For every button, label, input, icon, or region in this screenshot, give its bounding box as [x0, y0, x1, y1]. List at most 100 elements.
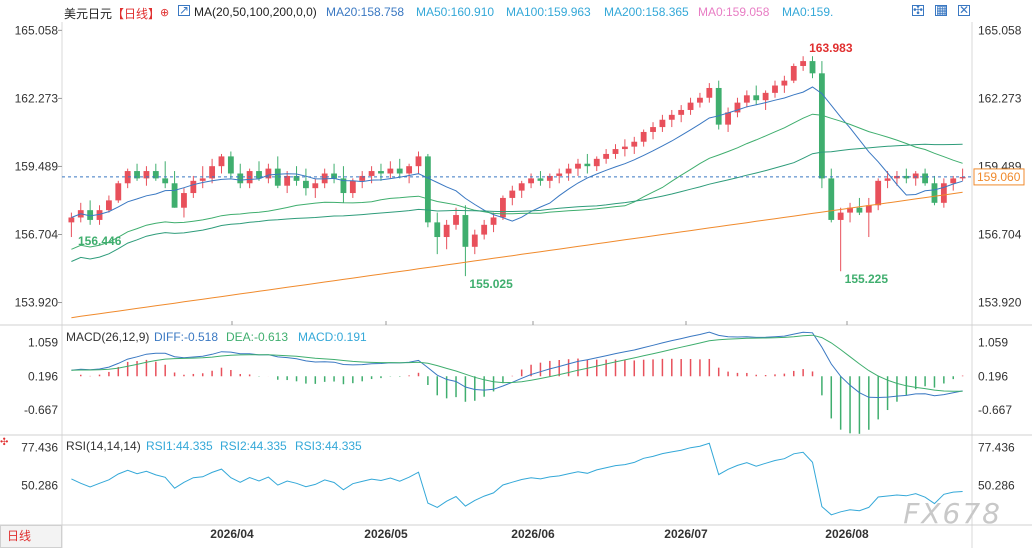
move-icon[interactable]: ✣	[912, 3, 924, 17]
candle-body	[115, 183, 122, 201]
rsi-tick-right: 77.436	[978, 441, 1015, 455]
price-tick-right: 153.920	[978, 296, 1022, 310]
candle-body	[378, 171, 384, 174]
period-tab[interactable]: 日线	[0, 525, 62, 548]
candle-body	[462, 215, 469, 247]
candle-body	[828, 178, 835, 220]
candle-body	[790, 65, 797, 81]
candle-body	[387, 168, 394, 174]
current-price-label: 159.060	[977, 170, 1021, 184]
macd-diff: DIFF:-0.518	[154, 330, 219, 344]
candle-body	[659, 119, 666, 128]
candle-body	[181, 193, 187, 208]
macd-tick-right: 1.059	[978, 335, 1008, 349]
macd-value: MACD:0.191	[298, 330, 367, 344]
candle-body	[556, 173, 563, 176]
price-tick-left: 162.273	[15, 91, 59, 105]
candle-body	[87, 210, 94, 220]
candle-body	[884, 178, 891, 181]
ma20-label: MA20:158.758	[326, 5, 405, 19]
candle-body	[471, 234, 478, 247]
candle-body	[922, 173, 929, 184]
candle-body	[481, 224, 488, 235]
current-price-box	[973, 168, 1025, 186]
date-label: 2026/08	[825, 527, 869, 541]
ma20-line	[71, 86, 963, 222]
rsi-title: RSI(14,14,14)	[66, 439, 141, 453]
candle-body	[199, 178, 206, 181]
candle-body	[931, 183, 938, 203]
candle-body	[124, 171, 131, 184]
candle-body	[546, 175, 553, 181]
candle-body	[528, 178, 534, 184]
candle-body	[359, 175, 366, 181]
candle-body	[856, 207, 863, 213]
candle-body	[368, 171, 375, 176]
candle-body	[490, 217, 497, 225]
candle-body	[959, 176, 966, 179]
candle-body	[105, 200, 112, 211]
price-tick-left: 156.704	[15, 227, 59, 241]
price-tick-right: 165.058	[978, 23, 1022, 37]
candle-body	[209, 166, 216, 179]
rsi-tick-right: 50.286	[978, 478, 1015, 492]
grid-icon[interactable]: ▦	[935, 3, 948, 17]
candle-body	[762, 92, 769, 101]
price-tick-left: 159.489	[15, 159, 59, 173]
ma-setting-label[interactable]: MA(20,50,100,200,0,0)	[194, 5, 317, 19]
candle-body	[575, 163, 581, 169]
candle-body	[415, 156, 422, 167]
candle-body	[837, 212, 844, 220]
candle-body	[237, 173, 244, 184]
candle-body	[631, 141, 638, 147]
crosshair-icon[interactable]: ✣	[0, 437, 9, 448]
candle-body	[650, 127, 656, 132]
candle-body	[284, 175, 291, 186]
candle-body	[218, 156, 225, 167]
period-label[interactable]: 【日线】	[112, 7, 161, 21]
ma-label: 156.446	[78, 234, 122, 248]
candle-body	[668, 114, 675, 120]
candle-body	[171, 183, 178, 208]
candle-body	[406, 166, 413, 174]
candle-body	[781, 80, 788, 86]
watermark: FX678	[903, 497, 1002, 530]
macd-title: MACD(26,12,9)	[66, 330, 150, 344]
date-label: 2026/07	[664, 527, 708, 541]
rsi1-label: RSI1:44.335	[146, 439, 213, 453]
rsi3-label: RSI3:44.335	[295, 439, 362, 453]
candle-body	[772, 85, 778, 93]
candle-body	[256, 171, 262, 179]
indicator-icon[interactable]: ↗	[178, 3, 190, 17]
candle-body	[227, 156, 234, 174]
ma0b-label: MA0:159.	[782, 5, 834, 19]
candle-body	[500, 197, 506, 218]
ma100-line	[71, 143, 963, 262]
candle-body	[593, 158, 600, 167]
candle-body	[940, 183, 947, 203]
ma100-label: MA100:159.963	[506, 5, 591, 19]
low-label-1: 155.025	[469, 277, 513, 291]
candle-body	[725, 112, 731, 125]
candle-body	[865, 205, 872, 213]
close-icon[interactable]: ✕	[958, 3, 970, 17]
price-tick-right: 156.704	[978, 227, 1022, 241]
candle-body	[303, 180, 309, 189]
ma50-line	[71, 113, 963, 250]
candle-body	[396, 168, 403, 174]
candle-body	[274, 168, 281, 186]
date-label: 2026/04	[210, 527, 254, 541]
macd-tick-left: 1.059	[28, 335, 58, 349]
candle-body	[800, 61, 807, 66]
candle-body	[134, 171, 140, 179]
ma200-label: MA200:158.365	[604, 5, 689, 19]
macd-dea-line	[71, 334, 963, 392]
price-tick-left: 165.058	[15, 23, 59, 37]
date-label: 2026/06	[511, 527, 555, 541]
settings-icon[interactable]: ⊕	[160, 7, 170, 19]
low-label-2: 155.225	[845, 272, 889, 286]
macd-tick-right: -0.667	[978, 403, 1012, 417]
candle-body	[321, 173, 328, 184]
candle-body	[687, 102, 694, 110]
